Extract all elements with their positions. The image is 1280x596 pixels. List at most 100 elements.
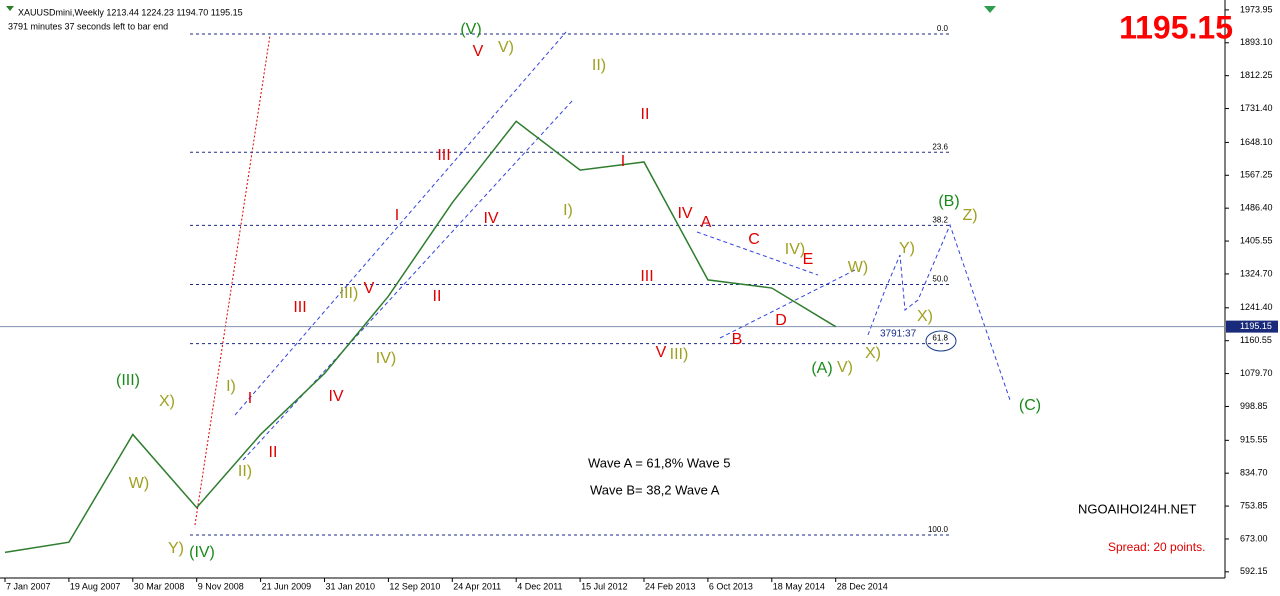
wave-label: V xyxy=(364,280,375,297)
last-price-label: 1195.15 xyxy=(1240,321,1272,331)
y-tick-label: 1893.10 xyxy=(1240,37,1273,47)
wave-label: B xyxy=(732,331,743,348)
wave-label: (V) xyxy=(460,21,481,38)
wave-label: IV xyxy=(677,205,692,222)
wave-label: Y) xyxy=(168,540,184,557)
fib-label: 23.6 xyxy=(932,142,948,151)
y-tick-label: 1973.95 xyxy=(1240,4,1273,14)
x-tick-label: 30 Mar 2008 xyxy=(134,581,185,591)
note: Wave B= 38,2 Wave A xyxy=(590,482,720,497)
y-tick-label: 592.15 xyxy=(1240,566,1268,576)
timer-label: 3791:37 xyxy=(880,328,917,339)
x-tick-label: 24 Feb 2013 xyxy=(645,581,696,591)
fib-label: 100.0 xyxy=(928,525,949,534)
x-tick-label: 7 Jan 2007 xyxy=(6,581,51,591)
x-tick-label: 4 Dec 2011 xyxy=(517,581,562,591)
y-tick-label: 753.85 xyxy=(1240,500,1268,510)
wave-label: E xyxy=(803,251,814,268)
wave-label: Y) xyxy=(899,240,915,257)
x-tick-label: 18 May 2014 xyxy=(773,581,825,591)
trendlines xyxy=(234,31,1011,461)
y-tick-label: 673.00 xyxy=(1240,533,1268,543)
wave-label: D xyxy=(775,312,787,329)
note: Wave A = 61,8% Wave 5 xyxy=(588,455,730,470)
wave-label: I) xyxy=(226,378,236,395)
wave-label: V) xyxy=(837,359,853,376)
y-tick-label: 1486.40 xyxy=(1240,203,1273,213)
x-tick-label: 6 Oct 2013 xyxy=(709,581,753,591)
wave-label: V) xyxy=(498,39,514,56)
price-line xyxy=(4,120,837,554)
wave-label: A xyxy=(701,214,712,231)
last-price-tag xyxy=(1226,320,1278,333)
wave-label: IV) xyxy=(376,350,396,367)
y-tick-label: 1160.55 xyxy=(1240,335,1272,345)
trendline-red xyxy=(194,34,271,526)
wave-label: (B) xyxy=(938,193,959,210)
wave-label: X) xyxy=(865,345,881,362)
y-tick-label: 1324.70 xyxy=(1240,268,1273,278)
menu-arrow[interactable] xyxy=(6,6,14,11)
y-tick-label: 1567.25 xyxy=(1240,170,1273,180)
x-tick-label: 28 Dec 2014 xyxy=(837,581,888,591)
wave-label: IV xyxy=(328,388,343,405)
wave-label: III xyxy=(640,268,653,285)
y-tick-label: 834.70 xyxy=(1240,468,1268,478)
y-tick-label: 1241.40 xyxy=(1240,302,1273,312)
chart-title: XAUUSDmini,Weekly 1213.44 1224.23 1194.7… xyxy=(18,7,243,17)
wave-label: V xyxy=(656,344,667,361)
spread: Spread: 20 points. xyxy=(1108,540,1205,554)
wave-label: I xyxy=(248,390,252,407)
wave-label: I) xyxy=(563,202,573,219)
y-tick-label: 1812.25 xyxy=(1240,70,1273,80)
wave-label: I xyxy=(395,207,399,224)
wave-label: (A) xyxy=(811,360,832,377)
wave-label: Z) xyxy=(962,207,977,224)
wave-label: III xyxy=(293,299,306,316)
wave-label: III) xyxy=(670,346,689,363)
x-tick-label: 12 Sep 2010 xyxy=(389,581,440,591)
y-tick-label: 1405.55 xyxy=(1240,235,1273,245)
wave-label: (IV) xyxy=(189,544,215,561)
timer-circle xyxy=(925,330,957,352)
fib-label: 61.8 xyxy=(932,334,948,343)
wave-label: III xyxy=(437,147,450,164)
y-tick-label: 1648.10 xyxy=(1240,137,1273,147)
bar-timer: 3791 minutes 37 seconds left to bar end xyxy=(8,21,168,31)
wave-label: II xyxy=(269,444,278,461)
wave-label: III) xyxy=(340,285,359,302)
x-tick-label: 19 Aug 2007 xyxy=(70,581,121,591)
y-tick-label: 998.85 xyxy=(1240,401,1268,411)
x-tick-label: 31 Jan 2010 xyxy=(326,581,376,591)
y-tick-label: 1731.40 xyxy=(1240,103,1273,113)
x-tick-label: 24 Apr 2011 xyxy=(453,581,501,591)
wave-label: X) xyxy=(159,393,175,410)
wave-label: II xyxy=(433,288,442,305)
wave-label: V xyxy=(473,43,484,60)
wave-label: II) xyxy=(238,463,252,480)
shift-marker xyxy=(984,6,996,13)
wave-label: C xyxy=(748,231,760,248)
wave-label: W) xyxy=(848,259,868,276)
fib-label: 50.0 xyxy=(932,275,948,284)
wave-label: (C) xyxy=(1019,397,1041,414)
fib-label: 38.2 xyxy=(932,215,948,224)
wave-label: I xyxy=(621,153,625,170)
x-tick-label: 15 Jul 2012 xyxy=(581,581,628,591)
wave-label: (III) xyxy=(116,372,140,389)
x-tick-label: 9 Nov 2008 xyxy=(198,581,244,591)
wave-label: IV xyxy=(483,210,498,227)
wave-label: II xyxy=(641,106,650,123)
big-price: 1195.15 xyxy=(1119,9,1233,45)
x-tick-label: 21 Jun 2009 xyxy=(262,581,312,591)
y-tick-label: 1079.70 xyxy=(1240,368,1273,378)
fib-label: 0.0 xyxy=(937,24,949,33)
wave-label: II) xyxy=(592,57,606,74)
y-tick-label: 915.55 xyxy=(1240,435,1268,445)
wave-label: X) xyxy=(917,308,933,325)
wave-label: IV) xyxy=(785,241,805,258)
watermark: NGOAIHOI24H.NET xyxy=(1078,501,1197,516)
wave-label: W) xyxy=(129,475,149,492)
